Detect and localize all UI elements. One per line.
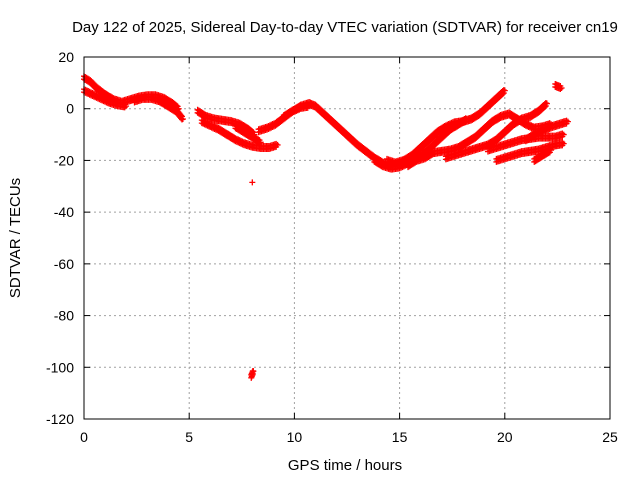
data-point-track-e	[274, 141, 281, 148]
data-point-track-l	[541, 103, 548, 110]
y-tick-label: -20	[54, 152, 74, 168]
x-axis-label: GPS time / hours	[288, 457, 402, 474]
y-tick-label: -120	[46, 411, 74, 427]
x-tick-label: 15	[392, 429, 408, 445]
x-tick-label: 25	[602, 429, 618, 445]
data-point-track-c	[179, 116, 186, 123]
y-tick-label: 0	[66, 101, 74, 117]
y-tick-label: -100	[46, 359, 74, 375]
x-tick-label: 0	[80, 429, 88, 445]
data-point-track-o	[564, 118, 571, 125]
chart-title: Day 122 of 2025, Sidereal Day-to-day VTE…	[72, 19, 618, 36]
data-points	[81, 73, 571, 381]
data-point-track-f	[257, 139, 264, 146]
data-point-track-b	[123, 103, 130, 110]
data-point-track-q	[557, 86, 564, 93]
y-tick-label: -80	[54, 308, 74, 324]
data-point-outlier-1	[249, 179, 256, 186]
y-tick-label: -60	[54, 256, 74, 272]
data-point-track-q	[558, 85, 565, 92]
x-tick-label: 5	[185, 429, 193, 445]
x-tick-label: 20	[497, 429, 513, 445]
data-point-track-h	[306, 103, 313, 110]
plot-frame	[83, 56, 611, 420]
data-point-track-j	[499, 91, 506, 98]
data-point-track-b	[121, 104, 128, 111]
data-point-track-n	[560, 140, 567, 147]
y-axis-label: SDTVAR / TECUs	[7, 178, 24, 298]
x-axis-ticks: 0 5 10 15 20 25	[80, 57, 618, 445]
data-point-track-p	[548, 147, 555, 154]
data-point-outlier-2	[250, 368, 257, 375]
data-point-track-j	[501, 87, 508, 94]
y-tick-label: 20	[58, 49, 74, 65]
data-point-track-f	[256, 140, 263, 147]
data-point-track-l	[543, 100, 550, 107]
y-tick-label: -40	[54, 204, 74, 220]
y-axis-ticks: 20 0 -20 -40 -60 -80 -100 -120	[46, 49, 610, 427]
x-tick-label: 10	[287, 429, 303, 445]
data-point-track-m	[560, 131, 567, 138]
